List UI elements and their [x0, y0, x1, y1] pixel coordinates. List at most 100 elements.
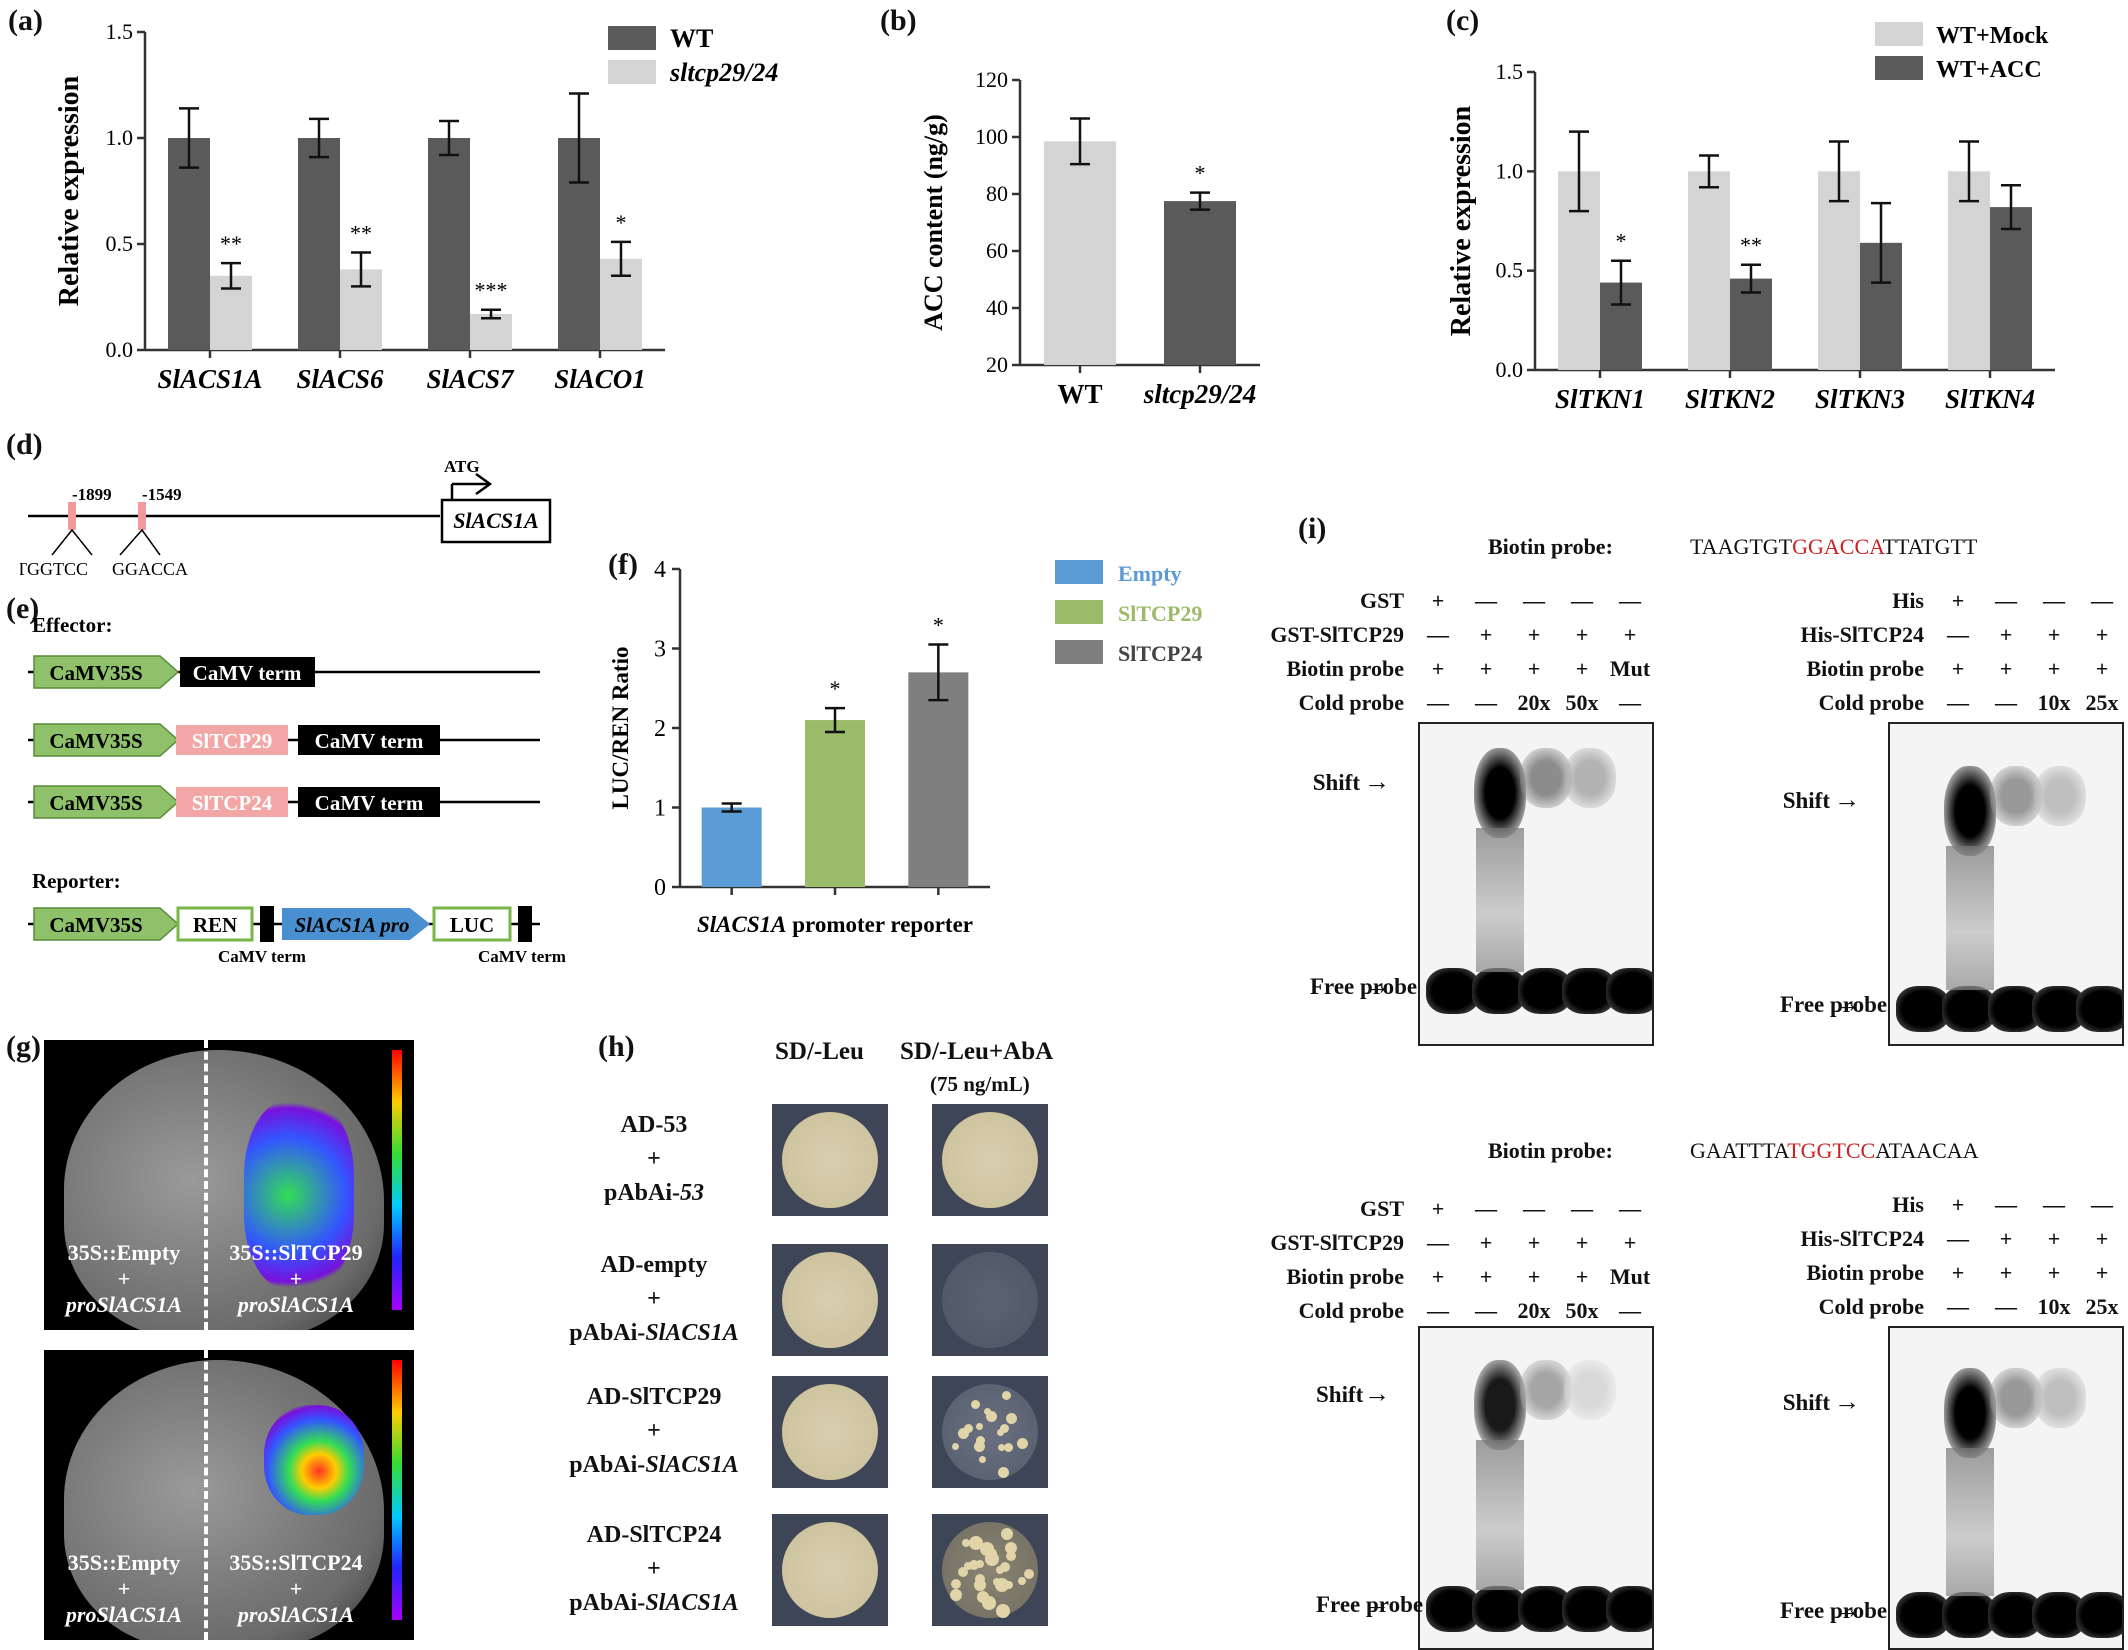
emsa-cell: — — [2043, 1192, 2065, 1217]
emsa-cell: — — [1947, 1294, 1969, 1319]
emsa-cell: + — [1623, 1230, 1637, 1255]
shift-band — [1944, 766, 1996, 856]
luc-gene — [432, 906, 512, 942]
shift-band — [1564, 748, 1616, 808]
y1h-row-label: AD-SlTCP29 + pAbAi-SlACS1A — [569, 1384, 739, 1478]
panel-label-g: (g) — [6, 1030, 41, 1063]
svg-text:CaMV35S: CaMV35S — [49, 661, 142, 685]
emsa-row-label: GST — [1359, 588, 1404, 613]
x-tick-label: SlTKN3 — [1815, 384, 1905, 414]
yeast-colony — [998, 1443, 1006, 1451]
emsa-cell: 20x — [1517, 690, 1551, 715]
yeast-colony — [942, 1252, 1038, 1348]
emsa-cell: 50x — [1565, 1298, 1599, 1323]
y-tick-label: 1.5 — [106, 20, 134, 44]
significance-label: * — [616, 210, 627, 235]
y-tick-label: 40 — [986, 295, 1008, 320]
reporter-label: Reporter: — [32, 869, 121, 893]
yeast-colony — [1000, 1527, 1013, 1540]
y-tick-label: 120 — [975, 67, 1008, 92]
camv-terminator — [260, 906, 274, 942]
emsa-cell: — — [1427, 622, 1449, 647]
panel-label-c: (c) — [1446, 4, 1480, 37]
emsa-cell: + — [2047, 656, 2061, 681]
tcp-site-1 — [68, 502, 76, 530]
y-tick-label: 1.5 — [1496, 59, 1524, 84]
x-tick-label: SlTKN1 — [1555, 384, 1645, 414]
emsa-row-label: His — [1892, 1192, 1924, 1217]
yeast-plate-sd-leu — [772, 1376, 888, 1488]
svg-text:CaMV35S: CaMV35S — [49, 913, 142, 937]
emsa-row-label: GST-SlTCP29 — [1270, 1230, 1404, 1255]
free-probe-band — [1896, 986, 1950, 1032]
shift-band — [1990, 1368, 2042, 1428]
bar — [298, 138, 340, 350]
bar — [1990, 207, 2032, 370]
emsa-cell: + — [1951, 588, 1965, 613]
yeast-colony — [964, 1562, 973, 1571]
leaf-divider — [204, 1350, 208, 1640]
shift-label: Shift — [1782, 1390, 1830, 1415]
emsa-cell: + — [1527, 1264, 1541, 1289]
bar — [428, 138, 470, 350]
panel-label-f: (f) — [608, 548, 638, 581]
h-col-header-aba: SD/-Leu+AbA — [900, 1038, 1054, 1065]
emsa-row-label: Biotin probe — [1806, 656, 1924, 681]
free-probe-band — [1472, 1586, 1526, 1632]
free-probe-band — [1942, 1592, 1996, 1638]
emsa-gel-image — [1888, 1326, 2124, 1650]
camv35s-promoter — [33, 785, 180, 819]
emsa-row-label: His — [1892, 588, 1924, 613]
yeast-colony — [1006, 1551, 1017, 1562]
emsa-cell: + — [1431, 1196, 1445, 1221]
emsa-cell: 25x — [2085, 1294, 2119, 1319]
yeast-plate-aba — [932, 1376, 1048, 1488]
leaf-divider — [204, 1040, 208, 1330]
y-tick-label: 0.5 — [106, 231, 134, 256]
emsa-cell: + — [2095, 1260, 2109, 1285]
tcp-site-2 — [138, 502, 146, 530]
bar — [908, 672, 969, 887]
svg-text:CaMV35S: CaMV35S — [49, 791, 142, 815]
yeast-colony — [1004, 1442, 1014, 1452]
shift-band — [1944, 1368, 1996, 1458]
yeast-colony — [782, 1384, 878, 1480]
emsa-cell: + — [1479, 1230, 1493, 1255]
camv-terminator — [298, 787, 440, 817]
yeast-colony — [985, 1410, 997, 1422]
free-probe-band — [1472, 968, 1526, 1014]
bar — [1730, 278, 1772, 370]
yeast-colony — [983, 1407, 991, 1415]
yeast-colony — [974, 1441, 986, 1453]
yeast-colony — [982, 1595, 997, 1610]
sltcp29-cds — [176, 725, 288, 755]
yeast-colony — [968, 1535, 983, 1550]
arrow-right-icon: → — [1364, 767, 1390, 796]
free-probe-band — [1606, 1586, 1652, 1632]
y-tick-label: 1.0 — [106, 125, 134, 150]
h-col-header-aba-conc: (75 ng/mL) — [930, 1072, 1030, 1096]
emsa-cell: + — [1951, 1192, 1965, 1217]
arrow-right-icon: → — [1834, 1595, 1860, 1624]
yeast-colony — [997, 1467, 1009, 1479]
emsa-cell: + — [2095, 1226, 2109, 1251]
emsa-cell: — — [1947, 1226, 1969, 1251]
emsa-row-label: Cold probe — [1298, 1298, 1404, 1323]
shift-label: Shift — [1316, 1382, 1364, 1407]
emsa-cell: — — [1995, 1192, 2017, 1217]
shift-band — [1520, 1360, 1572, 1420]
x-tick-label: SlTKN2 — [1685, 384, 1775, 414]
emsa-cell: — — [1475, 1298, 1497, 1323]
camv35s-promoter — [33, 723, 180, 757]
effector-label: Effector: — [32, 613, 112, 637]
significance-label: * — [1616, 229, 1627, 254]
legend-swatch — [608, 26, 656, 50]
shift-band — [1474, 1360, 1526, 1450]
emsa-row-label: GST — [1359, 1196, 1404, 1221]
yeast-plate-aba — [932, 1514, 1048, 1626]
y1h-row-label: AD-empty + pAbAi-SlACS1A — [569, 1252, 739, 1346]
leaf-label-tcp24: 35S::SlTCP24 — [229, 1550, 363, 1575]
arrow-right-icon: → — [1364, 1379, 1390, 1408]
yeast-colony — [975, 1560, 984, 1569]
